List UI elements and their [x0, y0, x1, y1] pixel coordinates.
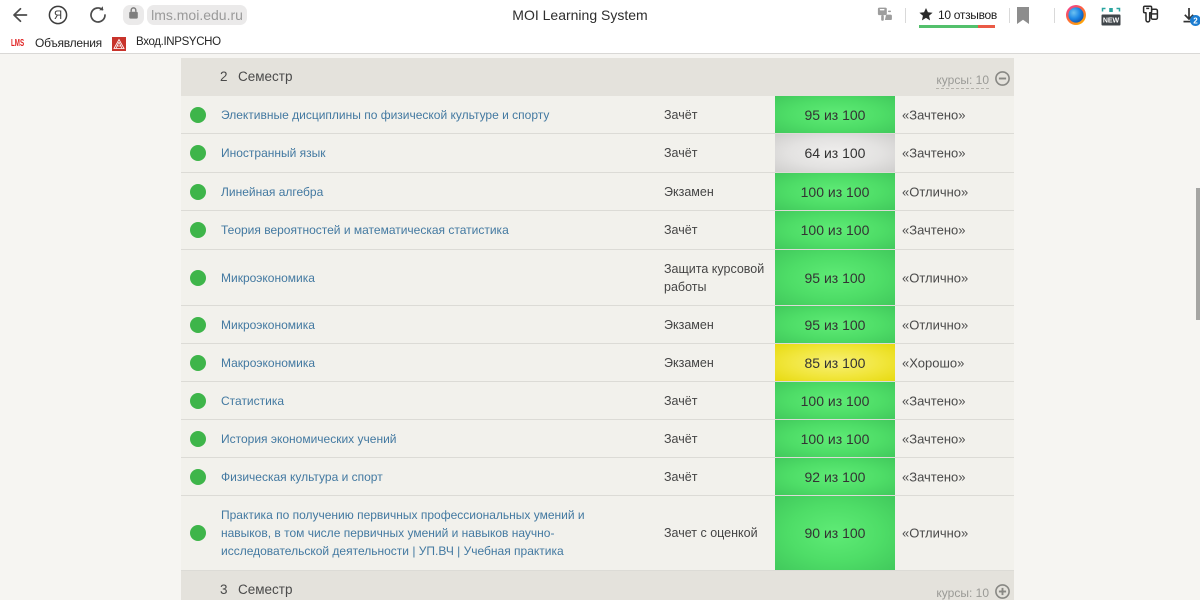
svg-text:Я: Я [54, 10, 62, 22]
svg-text:2: 2 [1193, 17, 1198, 26]
svg-text:NEW: NEW [1103, 18, 1120, 25]
